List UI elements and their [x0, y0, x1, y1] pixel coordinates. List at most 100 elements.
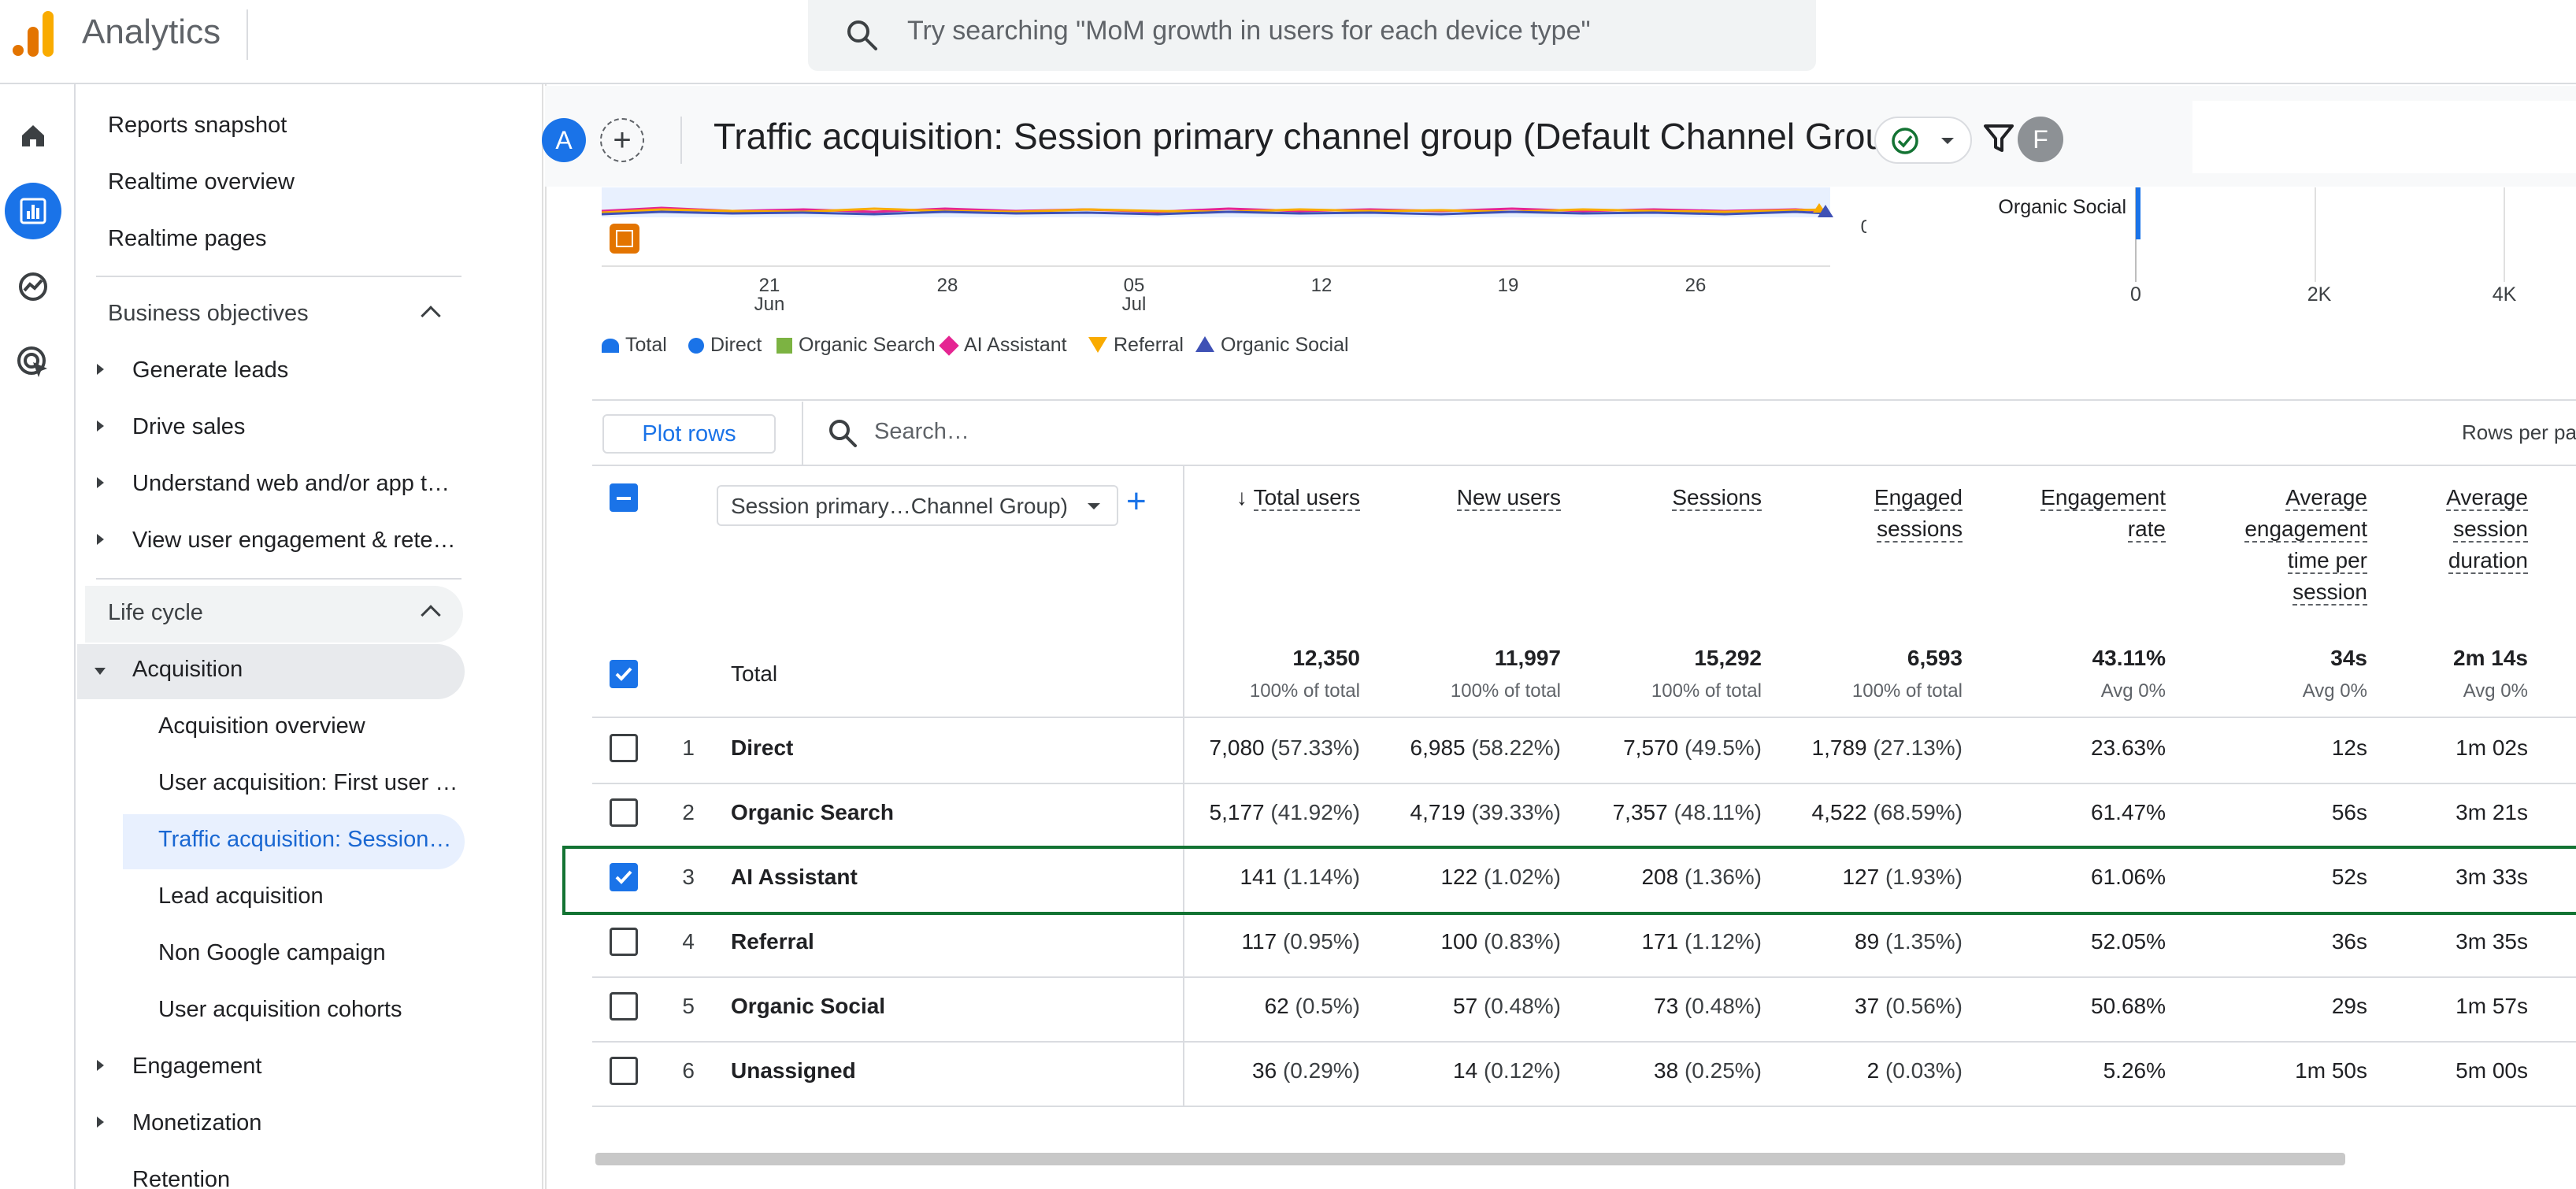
- nav-section-business-objectives[interactable]: Business objectives: [108, 301, 309, 326]
- select-all-checkbox[interactable]: [610, 483, 638, 512]
- nav-realtime-pages[interactable]: Realtime pages: [108, 226, 267, 251]
- cell-value: 208: [1641, 865, 1679, 889]
- expand-arrow-icon[interactable]: [97, 1060, 104, 1071]
- horizontal-scrollbar[interactable]: [595, 1153, 2345, 1165]
- legend-referral[interactable]: Referral: [1088, 334, 1184, 357]
- row-divider: [592, 1041, 2576, 1043]
- cell-value: 36: [1252, 1058, 1277, 1083]
- nav-acquisition[interactable]: Acquisition: [132, 657, 243, 682]
- total-value: 11,997: [1494, 646, 1561, 670]
- row-channel-name[interactable]: Referral: [731, 929, 814, 954]
- total-subtext: Avg 0%: [2463, 680, 2528, 702]
- nav-traffic-acquisition[interactable]: Traffic acquisition: Session…: [158, 827, 452, 852]
- cell-value: 117: [1241, 929, 1277, 954]
- column-header-label: time per: [2287, 548, 2367, 574]
- cell-value: 4,522: [1811, 800, 1867, 824]
- cell-percent: (39.33%): [1471, 800, 1561, 824]
- expand-arrow-icon[interactable]: [97, 420, 104, 432]
- home-icon[interactable]: [5, 107, 61, 164]
- row-channel-name[interactable]: Organic Social: [731, 994, 886, 1018]
- table-cell: 29s: [2163, 994, 2367, 1019]
- sort-descending-icon[interactable]: ↓: [1236, 485, 1254, 509]
- cell-percent: (49.5%): [1684, 735, 1762, 760]
- legend-organic-social[interactable]: Organic Social: [1195, 334, 1349, 357]
- legend-ai-assistant[interactable]: AI Assistant: [939, 334, 1067, 357]
- nav-engagement[interactable]: Engagement: [132, 1054, 262, 1079]
- total-subtext: Avg 0%: [2100, 680, 2166, 702]
- add-dimension-button[interactable]: +: [1126, 482, 1147, 520]
- dimension-select[interactable]: Session primary…Channel Group): [717, 485, 1118, 526]
- nav-reports-snapshot[interactable]: Reports snapshot: [108, 113, 287, 138]
- legend-organic-search[interactable]: Organic Search: [777, 334, 936, 357]
- nav-view-engagement[interactable]: View user engagement & rete…: [132, 528, 456, 553]
- annotation-icon[interactable]: [610, 224, 639, 254]
- cell-value: 89: [1855, 929, 1880, 954]
- column-header[interactable]: Average session duration: [2426, 482, 2528, 576]
- cell-value: 3m 21s: [2456, 800, 2528, 824]
- cell-percent: (0.95%): [1282, 929, 1360, 954]
- table-search-input[interactable]: Search…: [874, 419, 969, 444]
- reports-icon[interactable]: [5, 183, 61, 239]
- nav-monetization[interactable]: Monetization: [132, 1110, 262, 1135]
- nav-realtime-overview[interactable]: Realtime overview: [108, 169, 295, 194]
- column-header[interactable]: Engaged sessions: [1813, 482, 1963, 545]
- row-checkbox[interactable]: [610, 863, 638, 891]
- total-checkbox[interactable]: [610, 660, 638, 688]
- table-cell: 208 (1.36%): [1557, 865, 1762, 890]
- search-input[interactable]: Try searching "MoM growth in users for e…: [907, 16, 1591, 46]
- user-avatar[interactable]: F: [2018, 117, 2063, 162]
- table-cell: 1m 57s: [2323, 994, 2528, 1019]
- cell-percent: (1.93%): [1885, 865, 1963, 889]
- nav-user-acquisition[interactable]: User acquisition: First user …: [158, 770, 458, 795]
- nav-acquisition-overview[interactable]: Acquisition overview: [158, 713, 365, 739]
- plot-rows-button[interactable]: Plot rows: [602, 414, 776, 454]
- row-channel-name[interactable]: AI Assistant: [731, 865, 858, 889]
- nav-understand-traffic[interactable]: Understand web and/or app t…: [132, 471, 450, 496]
- nav-non-google-campaign[interactable]: Non Google campaign: [158, 940, 386, 965]
- table-cell: 4,719 (39.33%): [1356, 800, 1561, 825]
- row-channel-name[interactable]: Organic Search: [731, 800, 894, 824]
- row-channel-name[interactable]: Direct: [731, 735, 794, 760]
- legend-total[interactable]: Total: [602, 334, 667, 357]
- analytics-logo-icon[interactable]: [11, 11, 55, 57]
- nav-user-acquisition-cohorts[interactable]: User acquisition cohorts: [158, 997, 402, 1022]
- legend-direct[interactable]: Direct: [688, 334, 762, 357]
- legend-label: AI Assistant: [964, 334, 1067, 356]
- column-header[interactable]: Sessions: [1620, 482, 1762, 513]
- nav-retention[interactable]: Retention: [132, 1167, 231, 1189]
- expand-arrow-icon[interactable]: [97, 1117, 104, 1128]
- explore-icon[interactable]: [5, 258, 61, 315]
- cell-percent: (1.02%): [1483, 865, 1561, 889]
- expand-arrow-icon[interactable]: [97, 364, 104, 375]
- life-cycle-header[interactable]: [85, 586, 463, 643]
- column-header[interactable]: ↓ Total users: [1210, 482, 1360, 513]
- total-subtext: 100% of total: [1450, 680, 1561, 702]
- nav-drive-sales[interactable]: Drive sales: [132, 414, 246, 439]
- collapse-arrow-icon[interactable]: [95, 668, 106, 675]
- row-checkbox[interactable]: [610, 928, 638, 956]
- nav-lead-acquisition[interactable]: Lead acquisition: [158, 883, 324, 909]
- filter-icon[interactable]: [1981, 121, 2016, 156]
- legend-label: Referral: [1114, 334, 1184, 356]
- advertising-icon[interactable]: [5, 334, 61, 391]
- row-checkbox[interactable]: [610, 798, 638, 827]
- nav-section-life-cycle[interactable]: Life cycle: [108, 600, 203, 625]
- add-comparison-button[interactable]: +: [600, 118, 644, 162]
- row-checkbox[interactable]: [610, 734, 638, 762]
- status-dropdown[interactable]: [1874, 117, 1972, 164]
- row-channel-name[interactable]: Unassigned: [731, 1058, 856, 1083]
- comparison-avatar-a[interactable]: A: [542, 118, 586, 162]
- search-bar[interactable]: [808, 0, 1816, 71]
- column-header[interactable]: Average engagement time per session: [2210, 482, 2367, 608]
- column-header[interactable]: New users: [1419, 482, 1561, 513]
- column-header[interactable]: Engagement rate: [2008, 482, 2166, 545]
- cell-value: 122: [1440, 865, 1478, 889]
- bar-organic-social[interactable]: [2136, 187, 2140, 239]
- row-checkbox[interactable]: [610, 992, 638, 1020]
- expand-arrow-icon[interactable]: [97, 534, 104, 545]
- expand-arrow-icon[interactable]: [97, 477, 104, 488]
- nav-generate-leads[interactable]: Generate leads: [132, 357, 289, 383]
- row-divider: [592, 976, 2576, 978]
- row-checkbox[interactable]: [610, 1057, 638, 1085]
